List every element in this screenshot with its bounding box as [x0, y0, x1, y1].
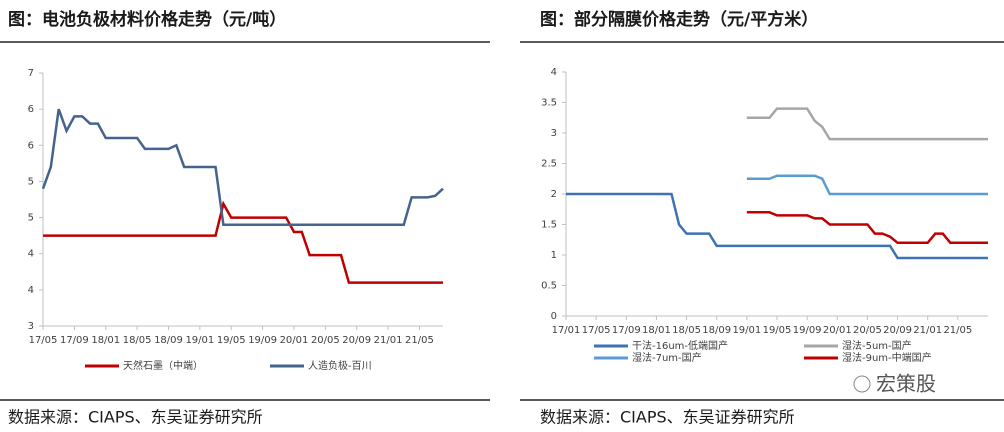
x-tick-label: 20/05 — [311, 335, 340, 346]
y-tick-label: 0 — [551, 311, 557, 322]
series-line — [746, 211, 988, 245]
y-tick-label: 6 — [28, 140, 34, 151]
chart-title: 图：电池负极材料价格走势（元/吨） — [8, 9, 286, 30]
series-line — [43, 200, 443, 284]
x-tick-label: 18/01 — [642, 325, 671, 336]
x-tick-label: 21/01 — [374, 335, 403, 346]
x-tick-label: 21/01 — [913, 325, 942, 336]
x-tick-label: 17/09 — [60, 335, 89, 346]
series-line — [746, 107, 988, 141]
x-tick-label: 21/05 — [405, 335, 434, 346]
source: 数据来源：CIAPS、东吴证券研究所 — [540, 408, 795, 427]
y-tick-label: 3 — [551, 128, 557, 139]
x-tick-label: 17/09 — [612, 325, 641, 336]
y-tick-label: 6 — [28, 104, 34, 115]
x-tick-label: 17/05 — [29, 335, 58, 346]
series-line — [746, 174, 988, 196]
y-tick-label: 1 — [551, 250, 557, 261]
y-tick-label: 5 — [28, 213, 34, 224]
y-tick-label: 2 — [551, 189, 557, 200]
wechat-icon — [853, 375, 871, 393]
x-tick-label: 19/01 — [185, 335, 214, 346]
series-line — [566, 192, 988, 260]
x-tick-label: 20/01 — [280, 335, 309, 346]
y-tick-label: 5 — [28, 176, 34, 187]
legend-label: 天然石墨（中端） — [123, 359, 203, 372]
legend-label: 人造负极-百川 — [308, 359, 372, 372]
watermark: 宏策股 — [876, 372, 936, 396]
series-line — [41, 108, 444, 227]
legend-label: 湿法-5um-国产 — [842, 339, 912, 352]
x-tick-label: 17/01 — [552, 325, 581, 336]
y-tick-label: 4 — [28, 249, 34, 260]
x-tick-label: 19/09 — [793, 325, 822, 336]
x-tick-label: 18/05 — [672, 325, 701, 336]
x-tick-label: 19/09 — [248, 335, 277, 346]
legend-label: 湿法-9um-中端国产 — [842, 351, 932, 364]
legend-label: 湿法-7um-国产 — [632, 351, 702, 364]
legend-label: 干法-16um-低端国产 — [632, 339, 728, 352]
x-tick-label: 19/01 — [732, 325, 761, 336]
y-tick-label: 2.5 — [541, 159, 557, 170]
x-tick-label: 20/05 — [853, 325, 882, 336]
x-tick-label: 18/09 — [702, 325, 731, 336]
y-tick-label: 3.5 — [541, 98, 557, 109]
x-tick-label: 20/09 — [883, 325, 912, 336]
x-tick-label: 19/05 — [763, 325, 792, 336]
y-tick-label: 4 — [551, 67, 557, 78]
x-tick-label: 20/09 — [342, 335, 371, 346]
x-tick-label: 19/05 — [217, 335, 246, 346]
x-tick-label: 18/01 — [91, 335, 120, 346]
chart-title: 图：部分隔膜价格走势（元/平方米） — [540, 9, 818, 30]
y-tick-label: 3 — [28, 321, 34, 332]
x-tick-label: 20/01 — [823, 325, 852, 336]
y-tick-label: 4 — [28, 285, 34, 296]
source: 数据来源：CIAPS、东吴证券研究所 — [8, 408, 263, 427]
x-tick-label: 18/05 — [123, 335, 152, 346]
x-tick-label: 18/09 — [154, 335, 183, 346]
y-tick-label: 1.5 — [541, 220, 557, 231]
y-tick-label: 0.5 — [541, 281, 557, 292]
x-tick-label: 17/05 — [582, 325, 611, 336]
y-tick-label: 7 — [28, 68, 34, 79]
x-tick-label: 21/05 — [943, 325, 972, 336]
